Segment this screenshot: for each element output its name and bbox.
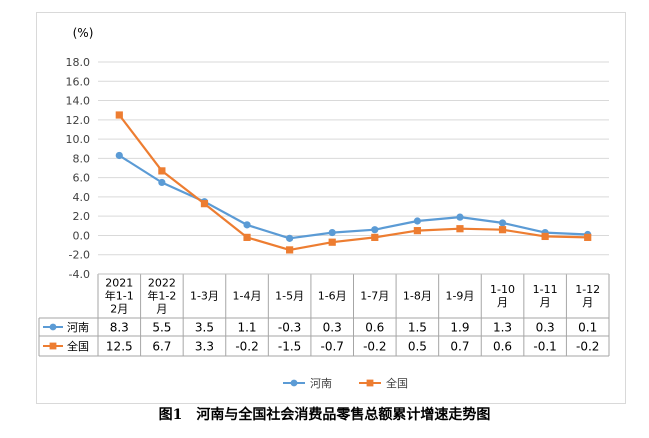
data-point — [115, 151, 123, 160]
legend-key-marker — [49, 342, 57, 350]
x-tick-label: 1-7月 — [360, 290, 389, 303]
y-tick-label: 16.0 — [66, 75, 91, 88]
table-value: 5.5 — [152, 321, 171, 335]
x-tick-label: 1-12 — [575, 283, 600, 296]
table-value: 0.6 — [493, 340, 512, 354]
x-tick-label: 1-9月 — [445, 290, 474, 303]
y-tick-label: -2.0 — [69, 249, 90, 262]
x-tick-label: 1-10 — [490, 283, 515, 296]
table-value: 3.5 — [195, 321, 214, 335]
table-value: 1.9 — [450, 321, 469, 335]
data-point — [498, 219, 507, 227]
data-point — [286, 246, 294, 254]
legend-marker — [290, 379, 298, 387]
y-tick-label: 0.0 — [73, 229, 91, 242]
table-value: -0.2 — [363, 340, 386, 354]
line-chart: (%) -4.0 -2.0 0.0 2.0 4.0 6.0 8.0 10.0 12.0 14.0 16… — [38, 26, 610, 390]
legend-label: 河南 — [310, 377, 332, 390]
data-point — [158, 167, 166, 175]
table-series-name: 全国 — [67, 339, 89, 353]
table-value: 1.1 — [237, 321, 256, 335]
x-tick-label: 年1-2 — [147, 289, 176, 303]
y-unit-label: (%) — [73, 26, 94, 40]
legend-marker — [366, 379, 374, 387]
data-point — [371, 233, 379, 241]
x-tick-label: 月 — [540, 296, 551, 309]
data-point — [498, 226, 507, 234]
data-point — [286, 234, 294, 242]
table-value: 12.5 — [106, 340, 133, 354]
x-tick-label: 月 — [582, 296, 593, 309]
x-tick-label: 年1-1 — [105, 289, 134, 303]
chart-frame: (%) -4.0 -2.0 0.0 2.0 4.0 6.0 8.0 10.0 12.0 14.0 16… — [36, 12, 626, 404]
x-tick-label: 1-8月 — [403, 290, 432, 303]
y-tick-label: -4.0 — [69, 268, 90, 281]
y-tick-label: 4.0 — [73, 191, 91, 204]
table-value: 0.6 — [365, 321, 384, 335]
table-value: 0.1 — [578, 321, 597, 335]
y-tick-label: 18.0 — [66, 56, 91, 69]
data-point — [115, 111, 123, 119]
y-tick-label: 2.0 — [73, 210, 91, 223]
y-tick-label: 10.0 — [66, 133, 91, 146]
table-value: 0.7 — [450, 340, 469, 354]
legend-label: 全国 — [386, 376, 408, 390]
table-value: -0.3 — [278, 321, 301, 335]
table-value: 1.5 — [408, 321, 427, 335]
data-point — [243, 221, 251, 229]
data-point — [328, 238, 336, 246]
data-point — [200, 200, 209, 208]
x-tick-label: 月 — [497, 296, 508, 309]
table-value: 8.3 — [110, 321, 129, 335]
legend-key-marker — [49, 323, 57, 331]
table-value: 0.5 — [408, 340, 427, 354]
data-point — [413, 217, 421, 225]
table-series-name: 河南 — [67, 321, 89, 334]
table-value: 1.3 — [493, 321, 512, 335]
table-value: -1.5 — [278, 340, 301, 354]
x-tick-label: 2021 — [105, 277, 133, 290]
y-tick-label: 6.0 — [73, 172, 91, 185]
data-point — [456, 225, 464, 233]
x-tick-label: 月 — [156, 303, 167, 316]
x-tick-label: 2月 — [110, 303, 128, 316]
table-value: -0.2 — [576, 340, 599, 354]
data-point — [371, 226, 379, 234]
table-value: 6.7 — [152, 340, 171, 354]
table-value: 0.3 — [323, 321, 342, 335]
y-tick-label: 12.0 — [66, 114, 91, 127]
data-point — [328, 228, 336, 237]
table-value: -0.1 — [533, 340, 556, 354]
x-tick-label: 1-4月 — [233, 290, 262, 303]
data-point — [541, 232, 549, 241]
x-tick-label: 2022 — [148, 277, 176, 290]
table-value: 0.3 — [536, 321, 555, 335]
data-point — [584, 233, 592, 241]
x-tick-label: 1-5月 — [275, 290, 304, 303]
data-point — [243, 233, 251, 241]
figure-caption: 图1 河南与全国社会消费品零售总额累计增速走势图 — [158, 407, 491, 423]
y-tick-label: 8.0 — [73, 152, 91, 165]
y-tick-label: 14.0 — [66, 95, 91, 108]
table-value: -0.2 — [235, 340, 258, 354]
data-point — [413, 227, 421, 235]
x-tick-label: 1-6月 — [318, 290, 347, 303]
data-point — [158, 178, 166, 187]
x-tick-label: 1-3月 — [190, 290, 219, 303]
series-line-全国 — [118, 114, 588, 251]
table-value: -0.7 — [320, 340, 343, 354]
data-point — [456, 213, 464, 221]
table-value: 3.3 — [195, 340, 214, 354]
x-tick-label: 1-11 — [533, 283, 558, 296]
